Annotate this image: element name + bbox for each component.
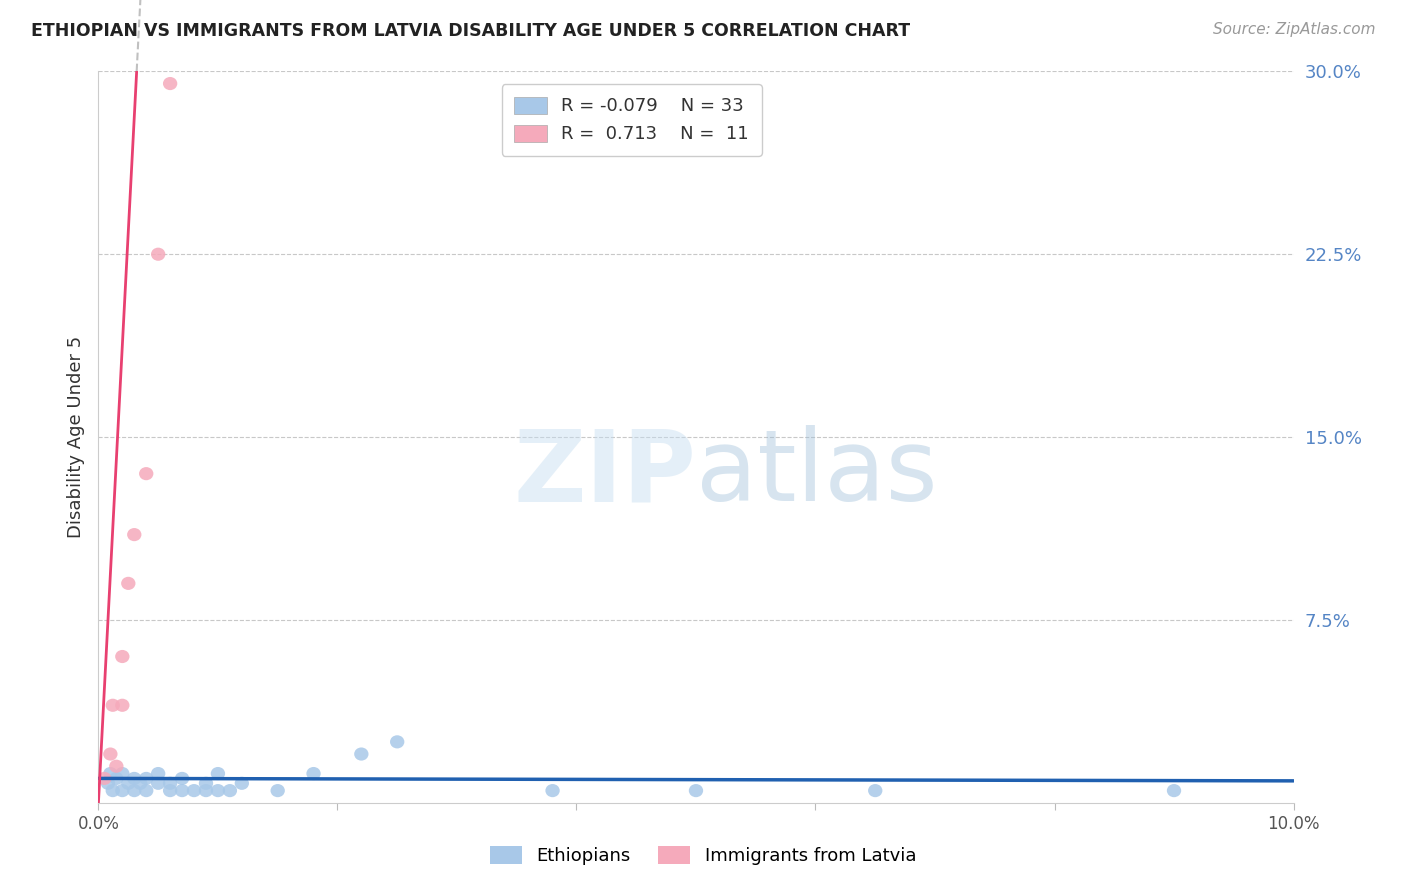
Legend: R = -0.079    N = 33, R =  0.713    N =  11: R = -0.079 N = 33, R = 0.713 N = 11 [502, 84, 762, 156]
Ellipse shape [270, 784, 285, 797]
Ellipse shape [105, 784, 120, 797]
Ellipse shape [174, 784, 190, 797]
Ellipse shape [198, 777, 214, 790]
Ellipse shape [1167, 784, 1181, 797]
Ellipse shape [163, 77, 177, 90]
Ellipse shape [110, 772, 124, 785]
Ellipse shape [389, 735, 405, 748]
Ellipse shape [103, 767, 118, 780]
Y-axis label: Disability Age Under 5: Disability Age Under 5 [66, 336, 84, 538]
Ellipse shape [163, 777, 177, 790]
Ellipse shape [187, 784, 201, 797]
Ellipse shape [121, 777, 135, 790]
Ellipse shape [121, 577, 135, 590]
Ellipse shape [134, 777, 148, 790]
Ellipse shape [150, 777, 166, 790]
Ellipse shape [97, 772, 111, 785]
Ellipse shape [110, 760, 124, 772]
Text: ZIP: ZIP [513, 425, 696, 522]
Ellipse shape [150, 248, 166, 260]
Ellipse shape [211, 767, 225, 780]
Ellipse shape [235, 777, 249, 790]
Ellipse shape [103, 747, 118, 761]
Ellipse shape [868, 784, 883, 797]
Ellipse shape [354, 747, 368, 761]
Ellipse shape [101, 777, 115, 790]
Ellipse shape [127, 772, 142, 785]
Ellipse shape [127, 528, 142, 541]
Ellipse shape [105, 698, 120, 712]
Text: atlas: atlas [696, 425, 938, 522]
Ellipse shape [163, 784, 177, 797]
Ellipse shape [546, 784, 560, 797]
Ellipse shape [115, 767, 129, 780]
Text: Source: ZipAtlas.com: Source: ZipAtlas.com [1212, 22, 1375, 37]
Legend: Ethiopians, Immigrants from Latvia: Ethiopians, Immigrants from Latvia [482, 839, 924, 872]
Ellipse shape [222, 784, 238, 797]
Ellipse shape [198, 784, 214, 797]
Ellipse shape [307, 767, 321, 780]
Ellipse shape [174, 772, 190, 785]
Ellipse shape [211, 784, 225, 797]
Ellipse shape [115, 698, 129, 712]
Ellipse shape [139, 784, 153, 797]
Ellipse shape [689, 784, 703, 797]
Text: ETHIOPIAN VS IMMIGRANTS FROM LATVIA DISABILITY AGE UNDER 5 CORRELATION CHART: ETHIOPIAN VS IMMIGRANTS FROM LATVIA DISA… [31, 22, 910, 40]
Ellipse shape [115, 650, 129, 663]
Ellipse shape [127, 784, 142, 797]
Ellipse shape [139, 467, 153, 480]
Ellipse shape [150, 767, 166, 780]
Ellipse shape [115, 784, 129, 797]
Ellipse shape [139, 772, 153, 785]
